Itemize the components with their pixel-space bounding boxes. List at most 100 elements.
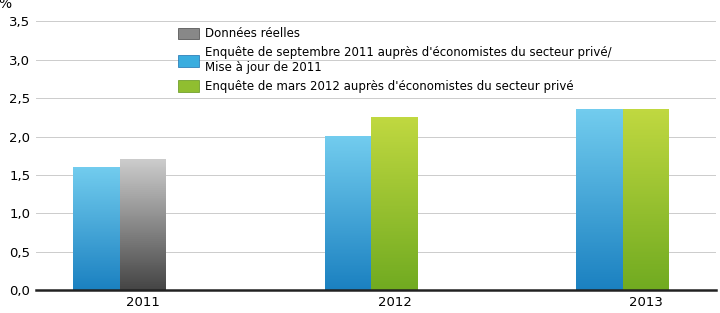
Bar <box>73 256 120 257</box>
Bar <box>576 207 623 208</box>
Bar <box>325 259 372 260</box>
Bar <box>372 233 418 234</box>
Bar <box>325 144 372 145</box>
Bar <box>576 262 623 263</box>
Bar <box>372 189 418 190</box>
Bar <box>372 166 418 167</box>
Bar <box>325 219 372 220</box>
Bar <box>372 181 418 182</box>
Bar <box>372 128 418 130</box>
Bar <box>120 188 166 189</box>
Bar <box>73 244 120 245</box>
Bar <box>623 174 670 176</box>
Bar <box>576 281 623 282</box>
Bar <box>576 213 623 214</box>
Bar <box>576 159 623 160</box>
Bar <box>325 166 372 167</box>
Bar <box>576 179 623 180</box>
Bar <box>120 172 166 173</box>
Bar <box>576 118 623 120</box>
Bar <box>120 210 166 211</box>
Bar <box>623 146 670 148</box>
Bar <box>73 261 120 262</box>
Bar <box>325 283 372 284</box>
Bar <box>623 117 670 119</box>
Bar <box>73 289 120 290</box>
Bar <box>372 166 418 167</box>
Bar <box>73 243 120 244</box>
Bar <box>623 114 670 115</box>
Bar <box>372 267 418 269</box>
Bar <box>372 240 418 241</box>
Bar <box>120 272 166 273</box>
Bar <box>73 202 120 203</box>
Bar <box>623 224 670 225</box>
Bar <box>623 218 670 220</box>
Bar <box>372 193 418 194</box>
Bar <box>623 203 670 204</box>
Bar <box>120 194 166 195</box>
Bar <box>576 144 623 145</box>
Bar <box>120 262 166 263</box>
Bar <box>576 119 623 121</box>
Bar <box>325 224 372 225</box>
Bar <box>576 199 623 200</box>
Bar <box>372 140 418 141</box>
Bar <box>120 174 166 175</box>
Bar <box>73 237 120 238</box>
Bar <box>73 197 120 198</box>
Bar <box>623 125 670 126</box>
Bar <box>325 153 372 154</box>
Bar <box>372 235 418 237</box>
Bar <box>73 278 120 279</box>
Bar <box>623 162 670 163</box>
Bar <box>576 142 623 143</box>
Bar <box>325 279 372 280</box>
Bar <box>325 248 372 249</box>
Bar <box>73 240 120 241</box>
Bar <box>372 207 418 208</box>
Bar <box>372 203 418 205</box>
Bar <box>325 217 372 218</box>
Bar <box>576 271 623 272</box>
Bar <box>623 159 670 160</box>
Bar <box>623 146 670 147</box>
Bar <box>120 285 166 286</box>
Bar <box>623 251 670 252</box>
Bar <box>576 186 623 187</box>
Bar <box>576 249 623 250</box>
Bar <box>120 261 166 262</box>
Bar <box>623 136 670 137</box>
Y-axis label: %: % <box>0 0 12 11</box>
Bar <box>325 198 372 200</box>
Bar <box>73 270 120 271</box>
Bar <box>120 231 166 232</box>
Bar <box>372 190 418 191</box>
Bar <box>120 224 166 225</box>
Bar <box>623 271 670 272</box>
Bar <box>623 229 670 231</box>
Bar <box>372 196 418 197</box>
Bar <box>120 242 166 243</box>
Bar <box>372 246 418 247</box>
Bar <box>372 206 418 207</box>
Bar <box>623 166 670 167</box>
Bar <box>576 189 623 190</box>
Bar <box>325 205 372 206</box>
Bar <box>73 182 120 183</box>
Bar <box>623 155 670 156</box>
Bar <box>623 226 670 227</box>
Bar <box>120 272 166 273</box>
Bar <box>576 136 623 137</box>
Bar <box>325 208 372 209</box>
Bar <box>325 181 372 182</box>
Bar <box>325 141 372 142</box>
Bar <box>623 109 670 110</box>
Bar <box>120 186 166 187</box>
Bar <box>120 258 166 259</box>
Bar <box>576 115 623 116</box>
Bar <box>576 247 623 248</box>
Bar <box>372 156 418 157</box>
Bar <box>576 263 623 264</box>
Bar <box>372 167 418 168</box>
